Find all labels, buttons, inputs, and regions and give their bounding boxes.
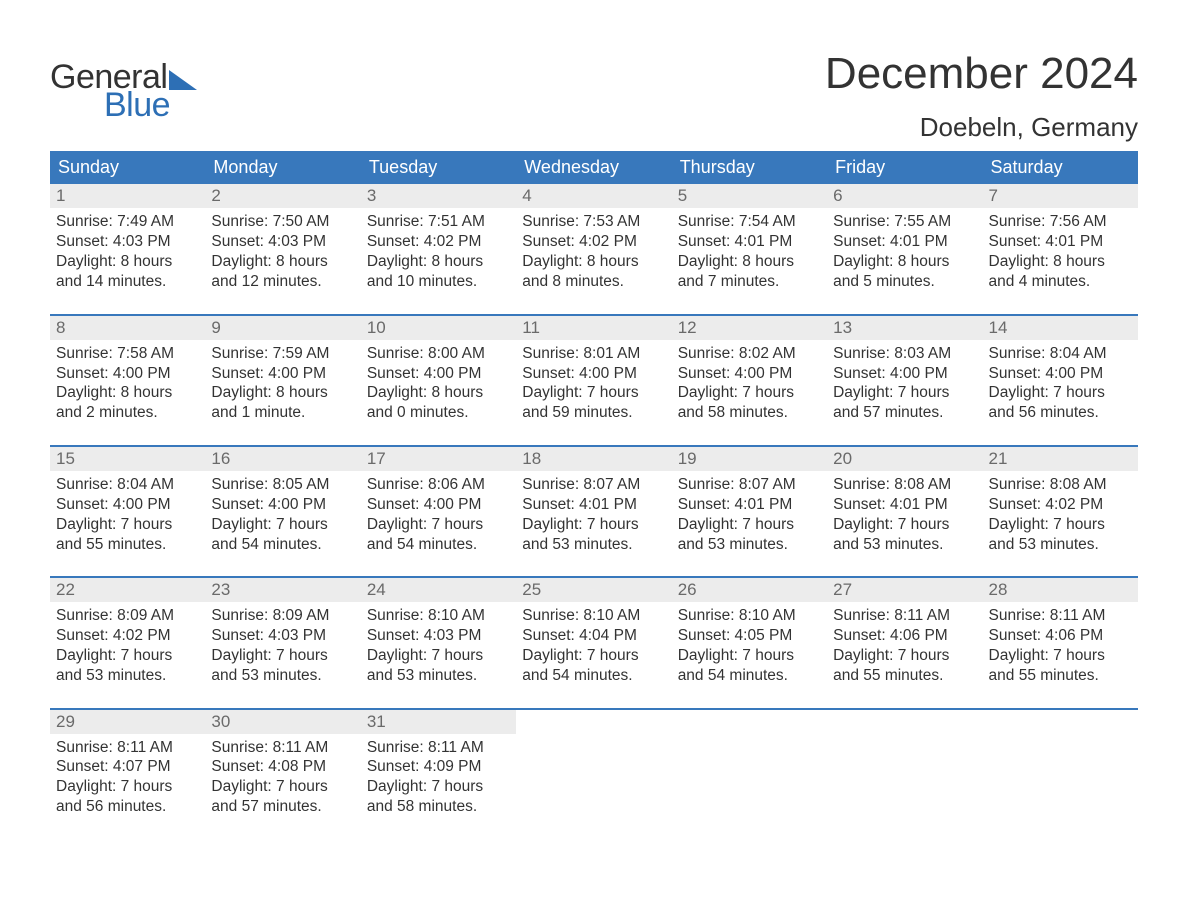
day-number-row: 891011121314 [50,315,1138,340]
day-number-row: 15161718192021 [50,446,1138,471]
day-content-cell: Sunrise: 7:56 AMSunset: 4:01 PMDaylight:… [983,208,1138,314]
day-number-cell: 29 [50,709,205,734]
day-content-cell [672,734,827,839]
day-content-row: Sunrise: 7:58 AMSunset: 4:00 PMDaylight:… [50,340,1138,446]
location-label: Doebeln, Germany [825,112,1138,143]
day-number-cell: 26 [672,577,827,602]
day-number-cell [516,709,671,734]
day-number-cell: 17 [361,446,516,471]
day-number-cell: 4 [516,184,671,208]
day-content-cell [516,734,671,839]
day-number-row: 22232425262728 [50,577,1138,602]
calendar-body: 1234567Sunrise: 7:49 AMSunset: 4:03 PMDa… [50,184,1138,839]
day-number-cell: 1 [50,184,205,208]
day-content-cell: Sunrise: 8:11 AMSunset: 4:06 PMDaylight:… [827,602,982,708]
day-number-cell: 6 [827,184,982,208]
day-header-row: Sunday Monday Tuesday Wednesday Thursday… [50,151,1138,184]
day-content-row: Sunrise: 8:11 AMSunset: 4:07 PMDaylight:… [50,734,1138,839]
day-number-row: 293031 [50,709,1138,734]
day-number-cell [827,709,982,734]
day-content-cell: Sunrise: 8:10 AMSunset: 4:05 PMDaylight:… [672,602,827,708]
day-content-cell: Sunrise: 8:05 AMSunset: 4:00 PMDaylight:… [205,471,360,577]
day-content-cell: Sunrise: 8:11 AMSunset: 4:07 PMDaylight:… [50,734,205,839]
day-content-cell: Sunrise: 8:07 AMSunset: 4:01 PMDaylight:… [516,471,671,577]
day-content-cell: Sunrise: 7:58 AMSunset: 4:00 PMDaylight:… [50,340,205,446]
day-content-cell: Sunrise: 8:09 AMSunset: 4:02 PMDaylight:… [50,602,205,708]
day-number-cell: 22 [50,577,205,602]
day-number-cell: 10 [361,315,516,340]
day-content-cell: Sunrise: 8:10 AMSunset: 4:04 PMDaylight:… [516,602,671,708]
day-content-cell: Sunrise: 8:11 AMSunset: 4:09 PMDaylight:… [361,734,516,839]
day-content-cell: Sunrise: 8:03 AMSunset: 4:00 PMDaylight:… [827,340,982,446]
day-number-cell: 31 [361,709,516,734]
logo: General Blue [50,60,197,122]
header: General Blue December 2024 Doebeln, Germ… [50,50,1138,143]
day-header: Saturday [983,151,1138,184]
day-content-cell: Sunrise: 8:02 AMSunset: 4:00 PMDaylight:… [672,340,827,446]
day-number-cell: 7 [983,184,1138,208]
day-number-cell: 14 [983,315,1138,340]
day-header: Wednesday [516,151,671,184]
day-content-cell: Sunrise: 8:00 AMSunset: 4:00 PMDaylight:… [361,340,516,446]
day-content-cell: Sunrise: 8:10 AMSunset: 4:03 PMDaylight:… [361,602,516,708]
day-number-cell: 3 [361,184,516,208]
day-number-cell [983,709,1138,734]
day-content-cell: Sunrise: 7:53 AMSunset: 4:02 PMDaylight:… [516,208,671,314]
day-content-cell: Sunrise: 8:06 AMSunset: 4:00 PMDaylight:… [361,471,516,577]
day-number-cell: 16 [205,446,360,471]
day-content-cell: Sunrise: 8:07 AMSunset: 4:01 PMDaylight:… [672,471,827,577]
day-header: Monday [205,151,360,184]
day-header: Thursday [672,151,827,184]
calendar-page: General Blue December 2024 Doebeln, Germ… [0,0,1188,879]
day-content-cell: Sunrise: 8:08 AMSunset: 4:02 PMDaylight:… [983,471,1138,577]
logo-text-blue: Blue [104,88,197,122]
day-number-cell: 24 [361,577,516,602]
day-content-cell [827,734,982,839]
day-number-cell: 13 [827,315,982,340]
day-number-cell: 18 [516,446,671,471]
month-title: December 2024 [825,50,1138,98]
day-content-cell: Sunrise: 8:09 AMSunset: 4:03 PMDaylight:… [205,602,360,708]
day-content-row: Sunrise: 8:09 AMSunset: 4:02 PMDaylight:… [50,602,1138,708]
day-number-cell: 9 [205,315,360,340]
day-content-cell: Sunrise: 8:08 AMSunset: 4:01 PMDaylight:… [827,471,982,577]
day-content-cell [983,734,1138,839]
day-number-cell: 12 [672,315,827,340]
day-number-cell: 27 [827,577,982,602]
day-number-cell: 30 [205,709,360,734]
day-number-cell: 28 [983,577,1138,602]
day-header: Tuesday [361,151,516,184]
day-number-row: 1234567 [50,184,1138,208]
day-content-cell: Sunrise: 7:49 AMSunset: 4:03 PMDaylight:… [50,208,205,314]
day-header: Sunday [50,151,205,184]
logo-triangle-icon [169,70,197,90]
day-number-cell: 25 [516,577,671,602]
day-number-cell: 23 [205,577,360,602]
title-block: December 2024 Doebeln, Germany [825,50,1138,143]
day-number-cell: 20 [827,446,982,471]
day-content-row: Sunrise: 7:49 AMSunset: 4:03 PMDaylight:… [50,208,1138,314]
day-number-cell: 5 [672,184,827,208]
day-content-cell: Sunrise: 8:01 AMSunset: 4:00 PMDaylight:… [516,340,671,446]
day-content-cell: Sunrise: 8:04 AMSunset: 4:00 PMDaylight:… [50,471,205,577]
day-number-cell: 15 [50,446,205,471]
day-content-cell: Sunrise: 8:11 AMSunset: 4:06 PMDaylight:… [983,602,1138,708]
day-content-cell: Sunrise: 7:54 AMSunset: 4:01 PMDaylight:… [672,208,827,314]
day-content-cell: Sunrise: 8:11 AMSunset: 4:08 PMDaylight:… [205,734,360,839]
day-number-cell: 2 [205,184,360,208]
day-content-cell: Sunrise: 8:04 AMSunset: 4:00 PMDaylight:… [983,340,1138,446]
day-content-cell: Sunrise: 7:51 AMSunset: 4:02 PMDaylight:… [361,208,516,314]
calendar-head: Sunday Monday Tuesday Wednesday Thursday… [50,151,1138,184]
day-number-cell: 19 [672,446,827,471]
day-number-cell [672,709,827,734]
day-number-cell: 21 [983,446,1138,471]
day-header: Friday [827,151,982,184]
day-content-cell: Sunrise: 7:55 AMSunset: 4:01 PMDaylight:… [827,208,982,314]
day-number-cell: 8 [50,315,205,340]
day-content-cell: Sunrise: 7:59 AMSunset: 4:00 PMDaylight:… [205,340,360,446]
day-content-cell: Sunrise: 7:50 AMSunset: 4:03 PMDaylight:… [205,208,360,314]
day-number-cell: 11 [516,315,671,340]
day-content-row: Sunrise: 8:04 AMSunset: 4:00 PMDaylight:… [50,471,1138,577]
calendar-table: Sunday Monday Tuesday Wednesday Thursday… [50,151,1138,839]
